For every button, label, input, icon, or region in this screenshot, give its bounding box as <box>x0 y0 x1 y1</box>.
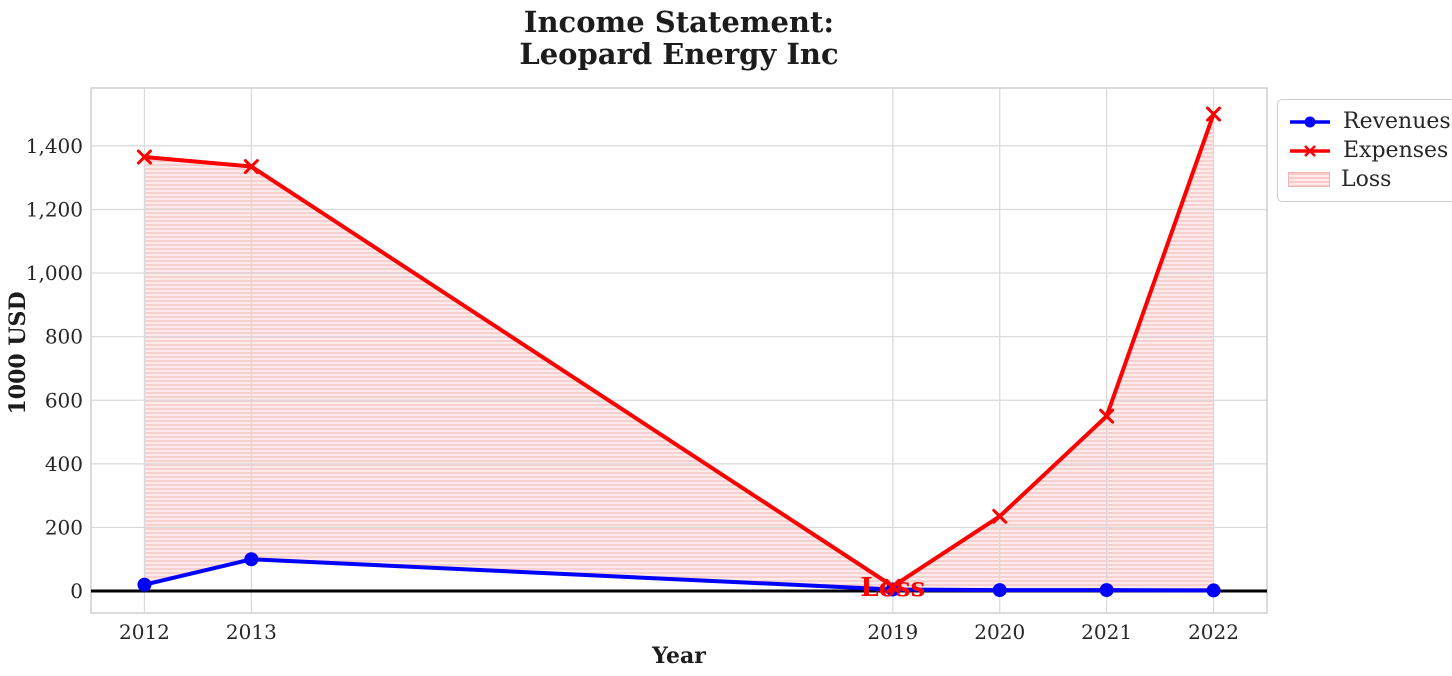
legend-label-revenues: Revenues <box>1343 109 1451 134</box>
x-axis-label: Year <box>652 643 706 669</box>
revenues-sample-marker <box>1304 116 1316 127</box>
expenses-series-line <box>144 113 1216 589</box>
legend-label-loss: Loss <box>1341 167 1392 192</box>
y-tick-label: 1,200 <box>26 197 83 221</box>
x-tick-label: 2013 <box>226 620 277 644</box>
chart-title: Income Statement: Leopard Energy Inc <box>91 6 1267 70</box>
y-tick-label: 1,400 <box>26 134 83 158</box>
y-tick-label: 800 <box>45 325 83 349</box>
y-axis-label: 1000 USD <box>5 291 31 415</box>
expenses-marker <box>243 159 259 175</box>
expenses-marker <box>885 578 901 594</box>
revenues-marker <box>244 552 259 567</box>
x-tick-label: 2019 <box>867 620 918 644</box>
y-tick-label: 1,000 <box>26 261 83 285</box>
expenses-marker <box>992 508 1008 524</box>
revenues-marker <box>1206 583 1221 598</box>
expenses-marker <box>1206 106 1222 122</box>
chart-title-line1: Income Statement: <box>523 5 835 39</box>
x-tick-label: 2020 <box>974 620 1025 644</box>
loss-patch-icon <box>1288 172 1330 187</box>
y-tick-label: 600 <box>45 388 83 412</box>
legend-item-loss: Loss <box>1288 166 1451 193</box>
revenues-line-icon <box>1290 116 1330 127</box>
legend-item-expenses: Expenses <box>1288 137 1451 164</box>
plot-border <box>90 87 1268 614</box>
chart-title-line2: Leopard Energy Inc <box>519 37 839 71</box>
revenues-marker <box>992 583 1007 598</box>
legend-item-revenues: Revenues <box>1288 108 1451 135</box>
expenses-line-icon <box>1290 144 1330 157</box>
x-tick-label: 2012 <box>119 620 170 644</box>
legend-label-expenses: Expenses <box>1343 138 1449 163</box>
revenues-marker <box>1099 583 1114 598</box>
expenses-marker <box>1099 408 1115 424</box>
legend: Revenues Expenses Loss <box>1277 99 1452 202</box>
y-tick-label: 0 <box>70 579 83 603</box>
y-tick-label: 400 <box>45 452 83 476</box>
y-tick-label: 200 <box>45 515 83 539</box>
x-tick-label: 2021 <box>1081 620 1132 644</box>
expenses-sample-marker <box>1304 144 1316 157</box>
expenses-marker <box>136 149 152 165</box>
x-tick-label: 2022 <box>1188 620 1239 644</box>
revenues-marker <box>137 577 152 592</box>
revenues-series-line <box>143 557 1214 593</box>
loss-annotation: Loss <box>860 572 926 603</box>
